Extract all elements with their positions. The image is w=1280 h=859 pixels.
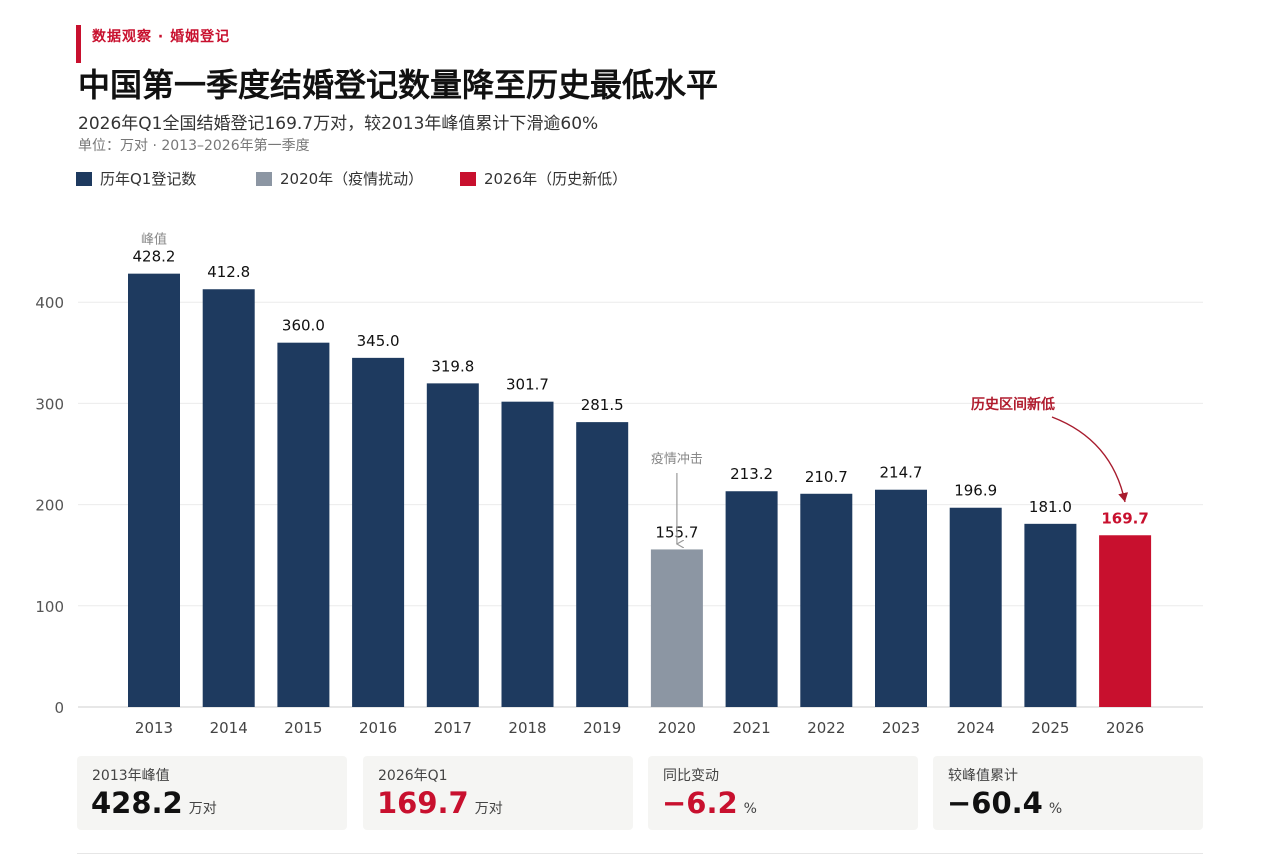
y-tick-label-0: 0 [54,699,64,717]
card-peak-label: 2013年峰值 [92,768,170,784]
card-vs-peak-label: 较峰值累计 [948,768,1018,784]
x-tick-label-2021: 2021 [733,719,771,737]
bar-2024 [949,507,1002,707]
kicker-label: 数据观察 · 婚姻登记 [92,29,231,45]
card-yoy-unit: % [743,801,757,817]
summary-cards: 2013年峰值 428.2 万对 2026年Q1 169.7 万对 同比变动 −6.… [77,756,1203,830]
card-yoy-label: 同比变动 [663,768,719,784]
card-yoy: 同比变动 −6.2% [648,756,918,830]
bar-2019 [576,422,629,707]
bar-2025 [1024,523,1077,707]
bar-2021 [725,491,778,707]
x-tick-label-2013: 2013 [135,719,173,737]
y-tick-label-100: 100 [35,598,64,616]
x-tick-label-2014: 2014 [210,719,248,737]
value-label-2017: 319.8 [431,357,474,375]
card-yoy-value: −6.2 [662,786,738,820]
x-axis-layer: 2013 2014 2015 2016 2017 2018 2019 2020 2021 2022… [135,719,1144,737]
kicker-accent-bar [76,25,81,63]
bar-2014 [202,289,255,707]
annotation-record-low: 历史区间新低 [971,396,1055,413]
bar-2020 [650,549,703,707]
legend-swatch-regular [76,171,92,186]
x-tick-label-2016: 2016 [359,719,397,737]
card-vs-peak-value: −60.4 [947,786,1043,820]
x-tick-label-2017: 2017 [434,719,472,737]
card-2026-q1: 2026年Q1 169.7 万对 [363,756,633,830]
annotation-peak: 峰值 [141,232,167,248]
legend-label-2020: 2020年（疫情扰动） [280,170,424,188]
x-tick-label-2020: 2020 [658,719,696,737]
value-label-2022: 210.7 [805,468,848,486]
value-label-2013: 428.2 [133,248,176,266]
card-2026-q1-unit: 万对 [474,801,503,817]
footer-divider [77,853,1203,854]
card-peak: 2013年峰值 428.2 万对 [77,756,347,830]
legend-label-regular: 历年Q1登记数 [100,170,197,188]
card-peak-unit: 万对 [188,801,217,817]
card-vs-peak-unit: % [1048,801,1063,817]
x-tick-label-2025: 2025 [1031,719,1069,737]
value-label-2019: 281.5 [581,396,624,414]
legend-item-2026: 2026年（历史新低） [460,168,627,189]
value-label-2014: 412.8 [207,263,250,281]
card-2026-q1-value: 169.7 [377,786,469,820]
bar-2023 [875,489,927,707]
legend-label-2026: 2026年（历史新低） [484,170,628,188]
bar-2016 [352,357,405,707]
legend-swatch-2020 [256,171,272,186]
card-vs-peak: 较峰值累计 −60.4% [933,756,1203,830]
y-tick-label-400: 400 [35,294,64,312]
annotation-record-low-arrow [1051,416,1129,503]
chart-title: 中国第一季度结婚登记数量降至历史最低水平 [78,66,719,104]
bar-2022 [800,493,853,707]
y-tick-label-200: 200 [35,497,64,515]
x-tick-label-2026: 2026 [1106,719,1144,737]
card-peak-value-wrap: 428.2 万对 [91,786,217,820]
bar-2018 [501,401,554,707]
value-label-2023: 214.7 [880,464,923,482]
bar-2015 [277,342,330,707]
bar-2017 [426,383,479,707]
value-label-2015: 360.0 [282,317,325,335]
value-label-2025: 181.0 [1029,498,1072,516]
unit-note: 单位：万对 · 2013–2026年第一季度 [78,138,310,154]
value-label-layer: 428.2412.8360.0345.0319.8301.7281.5155.7… [133,248,1149,542]
card-2026-q1-label: 2026年Q1 [378,768,448,784]
value-label-2024: 196.9 [954,482,997,500]
card-peak-value: 428.2 [91,786,183,820]
bar-2026 [1099,535,1152,707]
grid-layer: 0 100 200 300 400 [35,294,1203,717]
x-tick-label-2019: 2019 [583,719,621,737]
chart-subtitle: 2026年Q1全国结婚登记169.7万对，较2013年峰值累计下滑逾60% [78,114,599,134]
card-yoy-value-wrap: −6.2% [662,786,757,820]
value-label-2026: 169.7 [1101,509,1148,527]
legend-item-regular: 历年Q1登记数 [76,168,256,189]
annotation-pandemic: 疫情冲击 [651,451,703,467]
bar-chart: 0 100 200 300 400 428.2 412.8 360.0 345.0 319.8 3… [35,232,1203,737]
value-label-2018: 301.7 [506,376,549,394]
card-vs-peak-value-wrap: −60.4% [947,786,1062,820]
x-tick-label-2015: 2015 [284,719,322,737]
legend: 历年Q1登记数 2020年（疫情扰动） 2026年（历史新低） [76,168,627,189]
card-2026-q1-value-wrap: 169.7 万对 [377,786,503,820]
legend-swatch-2026 [460,171,476,186]
bar-layer [128,273,1152,707]
bar-2013 [128,273,180,707]
x-tick-label-2024: 2024 [957,719,995,737]
value-label-2021: 213.2 [730,465,773,483]
value-label-2016: 345.0 [357,332,400,350]
x-tick-label-2018: 2018 [508,719,546,737]
legend-item-2020: 2020年（疫情扰动） [256,168,460,189]
x-tick-label-2023: 2023 [882,719,920,737]
y-tick-label-300: 300 [35,395,64,413]
x-tick-label-2022: 2022 [807,719,845,737]
